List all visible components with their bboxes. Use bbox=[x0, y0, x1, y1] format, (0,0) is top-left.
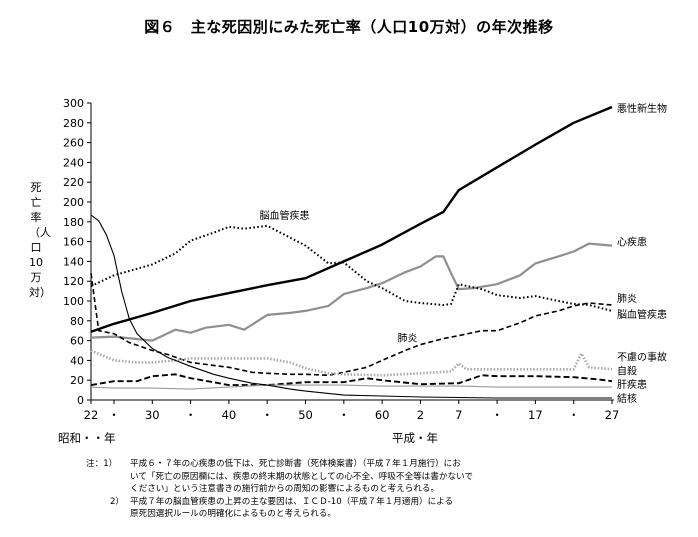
x-tick-label: ・ bbox=[185, 408, 197, 422]
series-label-3: 脳血管疾患 bbox=[617, 308, 667, 321]
series-label-5: 自殺 bbox=[617, 364, 637, 377]
x-axis-ticks: 22 ・ 30 ・ 40 ・ 50 ・ 60 2 7 ・ 17 ・ 27 bbox=[84, 400, 620, 422]
series-line-7 bbox=[90, 214, 612, 399]
x-tick-label: ・ bbox=[338, 408, 350, 422]
y-tick-label: 220 bbox=[63, 176, 84, 189]
footnote-1: 注：1） 平成６・７年の心疾患の低下は、死亡診断書（死体検案書）（平成７年１月施… bbox=[86, 458, 686, 496]
annotation-label-1: 肺炎 bbox=[397, 333, 417, 345]
series-label-6: 肝疾患 bbox=[617, 378, 647, 391]
y-axis-label: 死亡率（人口10万対） bbox=[29, 181, 51, 299]
x-tick-label: 40 bbox=[222, 408, 237, 422]
x-tick-label: 22 bbox=[84, 408, 99, 422]
series-line-5 bbox=[90, 373, 613, 387]
y-tick-label: 100 bbox=[63, 295, 84, 308]
x-tick-label: 7 bbox=[455, 408, 462, 422]
x-tick-label: ・ bbox=[568, 408, 580, 422]
x-tick-label: 27 bbox=[605, 408, 620, 422]
chart-title: 図６ 主な死因別にみた死亡率（人口10万対）の年次推移 bbox=[144, 18, 554, 36]
x-tick-label: 60 bbox=[375, 408, 390, 422]
series-line-2 bbox=[90, 224, 613, 312]
y-tick-label: 180 bbox=[63, 216, 84, 229]
series-line-6 bbox=[90, 384, 612, 390]
y-tick-label: 140 bbox=[63, 255, 84, 268]
footnote-2-text: 平成７年の脳血管疾患の上昇の主な要因は、ＩＣＤ-10（平成７年１月適用）による … bbox=[130, 496, 454, 520]
x-tick-label: ・ bbox=[261, 408, 273, 422]
era-label-showa: 昭和・・年 bbox=[58, 431, 116, 445]
y-tick-label: 40 bbox=[70, 354, 84, 367]
x-tick-label: ・ bbox=[491, 408, 503, 422]
footnote-label: 注： bbox=[86, 459, 104, 469]
series-line-0 bbox=[90, 105, 613, 333]
series-label-4: 不慮の事故 bbox=[617, 350, 667, 363]
footnote-1-text: 平成６・７年の心疾患の低下は、死亡診断書（死体検案書）（平成７年１月施行）にお … bbox=[130, 459, 473, 495]
y-tick-label: 20 bbox=[70, 374, 84, 387]
footnote-2-mark: 2） bbox=[109, 496, 124, 507]
chart-axes bbox=[90, 103, 614, 401]
y-tick-label: 80 bbox=[70, 315, 84, 328]
y-tick-label: 120 bbox=[63, 275, 84, 288]
y-tick-label: 200 bbox=[63, 196, 84, 209]
chart-series bbox=[90, 105, 613, 399]
annotation-label-0: 脳血管疾患 bbox=[260, 209, 310, 222]
series-label-2: 肺炎 bbox=[617, 293, 637, 305]
x-tick-label: 50 bbox=[298, 408, 313, 422]
series-label-1: 心疾患 bbox=[617, 236, 647, 249]
series-line-1 bbox=[90, 242, 613, 342]
series-label-0: 悪性新生物 bbox=[617, 102, 667, 115]
y-tick-label: 0 bbox=[77, 394, 84, 407]
footnote-2: 2） 平成７年の脳血管疾患の上昇の主な要因は、ＩＣＤ-10（平成７年１月適用）に… bbox=[86, 496, 686, 521]
series-label-7: 結核 bbox=[617, 392, 637, 405]
era-label-heisei: 平成・年 bbox=[392, 431, 438, 445]
x-tick-label: 2 bbox=[417, 408, 424, 422]
footnotes: 注：1） 平成６・７年の心疾患の低下は、死亡診断書（死体検案書）（平成７年１月施… bbox=[86, 458, 686, 521]
y-tick-label: 240 bbox=[63, 156, 84, 169]
y-tick-label: 300 bbox=[63, 97, 84, 110]
x-tick-label: 30 bbox=[145, 408, 160, 422]
series-line-3 bbox=[90, 273, 613, 377]
y-tick-label: 160 bbox=[63, 236, 84, 249]
y-axis-ticks: 0 20 40 60 80 100 120 140 160 180 200 220 240 260 280 3… bbox=[63, 97, 91, 407]
x-tick-label: 17 bbox=[528, 408, 543, 422]
x-tick-label: ・ bbox=[108, 408, 120, 422]
y-tick-label: 60 bbox=[70, 335, 84, 348]
y-tick-label: 260 bbox=[63, 137, 84, 150]
y-tick-label: 280 bbox=[63, 117, 84, 130]
footnote-1-mark: 1） bbox=[103, 459, 118, 469]
